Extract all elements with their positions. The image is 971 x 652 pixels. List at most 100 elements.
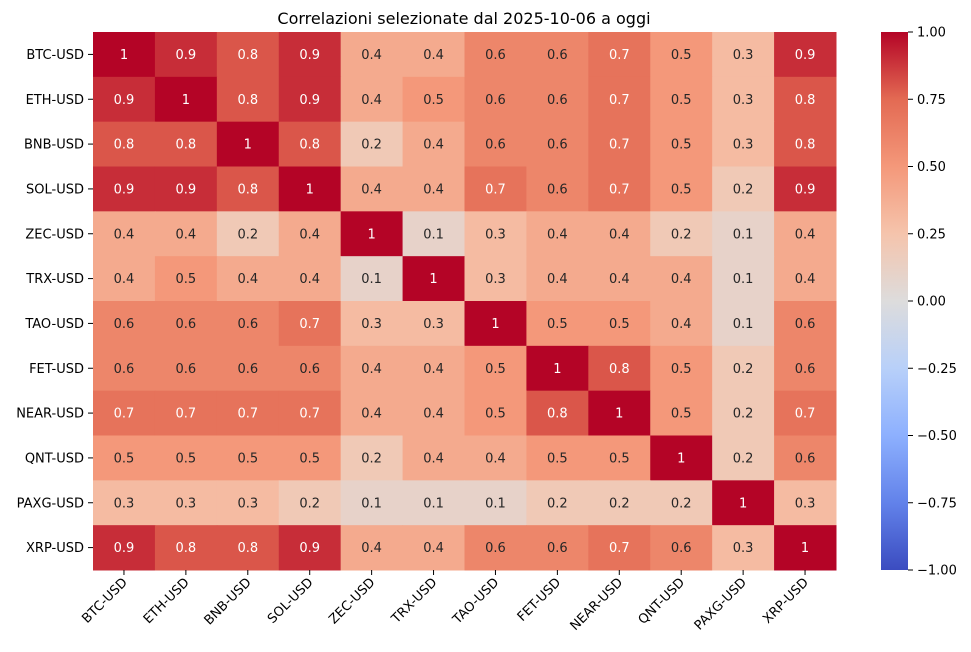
cell-value-label: 0.7 <box>609 93 630 108</box>
cell-value-label: 0.4 <box>423 138 444 153</box>
heatmap-cell <box>340 211 404 257</box>
cell-value-label: 0.7 <box>609 48 630 63</box>
heatmap-cell <box>278 76 342 123</box>
heatmap-cell <box>93 211 156 257</box>
cell-value-label: 0.7 <box>176 407 197 422</box>
heatmap-cell <box>526 390 589 436</box>
heatmap-cell <box>216 525 280 571</box>
cell-value-label: 0.4 <box>237 272 258 287</box>
heatmap-cell <box>464 166 527 212</box>
cell-value-label: 0.8 <box>795 138 816 153</box>
x-tick-label: PAXG-USD <box>692 575 750 633</box>
heatmap-cell <box>650 480 713 526</box>
cell-value-label: 0.1 <box>733 317 754 332</box>
heatmap-cell <box>93 435 156 481</box>
cell-value-label: 0.7 <box>795 407 816 422</box>
cell-value-label: 0.4 <box>795 272 816 287</box>
cell-value-label: 0.9 <box>299 541 320 556</box>
cell-value-label: 0.1 <box>423 227 444 242</box>
heatmap-cell <box>402 390 465 436</box>
cell-value-label: 0.4 <box>485 451 506 466</box>
heatmap-cell <box>712 301 775 347</box>
heatmap-cell <box>402 166 465 212</box>
cell-value-label: 0.4 <box>671 272 692 287</box>
colorbar-tick-label: −1.00 <box>917 564 957 579</box>
heatmap-cell <box>278 211 342 257</box>
heatmap-cell <box>588 211 651 257</box>
cell-value-label: 0.7 <box>299 317 320 332</box>
heatmap-cells: 1 0.9 0.8 0.9 0.4 0.4 0.6 0.6 0.7 0.5 0.3 0.9 0.9 1 0.… <box>93 32 837 571</box>
cell-value-label: 0.6 <box>114 317 135 332</box>
cell-value-label: 0.4 <box>609 227 630 242</box>
heatmap-cell <box>216 301 280 347</box>
heatmap-cell <box>340 32 404 78</box>
heatmap-cell <box>526 480 589 526</box>
heatmap-cell <box>93 301 156 347</box>
heatmap-cell <box>650 345 713 392</box>
cell-value-label: 0.8 <box>547 407 568 422</box>
heatmap-cell <box>588 121 651 167</box>
cell-value-label: 0.2 <box>733 407 754 422</box>
cell-value-label: 0.7 <box>299 407 320 422</box>
cell-value-label: 0.2 <box>361 451 382 466</box>
y-tick-label: BTC-USD <box>26 48 84 63</box>
cell-value-label: 0.2 <box>671 496 692 511</box>
cell-value-label: 1 <box>120 48 128 63</box>
heatmap-cell <box>526 121 589 167</box>
heatmap-cell <box>278 480 342 526</box>
heatmap-cell <box>712 525 775 571</box>
cell-value-label: 0.8 <box>237 93 258 108</box>
cell-value-label: 1 <box>801 541 809 556</box>
heatmap-cell <box>588 32 651 78</box>
cell-value-label: 0.9 <box>795 48 816 63</box>
cell-value-label: 1 <box>553 362 561 377</box>
heatmap-cell <box>402 345 465 392</box>
cell-value-label: 0.2 <box>609 496 630 511</box>
heatmap-cell <box>340 301 404 347</box>
cell-value-label: 0.5 <box>671 182 692 197</box>
heatmap-cell <box>650 390 713 436</box>
heatmap-cell <box>402 32 465 78</box>
heatmap-cell <box>93 76 156 123</box>
cell-value-label: 0.4 <box>114 272 135 287</box>
cell-value-label: 0.4 <box>423 362 444 377</box>
heatmap-cell <box>402 211 465 257</box>
cell-value-label: 0.7 <box>609 182 630 197</box>
cell-value-label: 0.6 <box>547 182 568 197</box>
cell-value-label: 0.9 <box>299 48 320 63</box>
cell-value-label: 0.9 <box>176 182 197 197</box>
cell-value-label: 0.9 <box>176 48 197 63</box>
colorbar-tick-label: 0.00 <box>917 295 946 310</box>
cell-value-label: 0.4 <box>299 272 320 287</box>
heatmap-cell <box>774 390 837 436</box>
heatmap-cell <box>402 256 465 302</box>
cell-value-label: 0.6 <box>795 317 816 332</box>
colorbar-tick-label: 0.25 <box>917 227 946 242</box>
y-tick-label: ZEC-USD <box>25 227 84 242</box>
heatmap-cell <box>93 121 156 167</box>
cell-value-label: 0.6 <box>795 451 816 466</box>
cell-value-label: 0.5 <box>176 451 197 466</box>
heatmap-cell <box>526 301 589 347</box>
heatmap-cell <box>154 166 218 212</box>
heatmap-cell <box>402 121 465 167</box>
heatmap-cell <box>526 76 589 123</box>
cell-value-label: 0.6 <box>485 541 506 556</box>
colorbar-tick-label: −0.50 <box>917 429 957 444</box>
heatmap-cell <box>278 435 342 481</box>
heatmap-cell <box>464 301 527 347</box>
heatmap-cell <box>216 211 280 257</box>
y-axis-tick-labels: BTC-USD ETH-USD BNB-USD SOL-USD ZEC-USD TRX-U… <box>16 48 93 556</box>
cell-value-label: 0.8 <box>176 138 197 153</box>
heatmap-cell <box>526 32 589 78</box>
cell-value-label: 0.3 <box>733 541 754 556</box>
cell-value-label: 0.3 <box>237 496 258 511</box>
cell-value-label: 0.3 <box>423 317 444 332</box>
cell-value-label: 0.5 <box>671 138 692 153</box>
cell-value-label: 0.5 <box>671 93 692 108</box>
heatmap-cell <box>340 525 404 571</box>
cell-value-label: 0.4 <box>114 227 135 242</box>
heatmap-cell <box>154 390 218 436</box>
heatmap-cell <box>340 435 404 481</box>
cell-value-label: 0.5 <box>671 48 692 63</box>
